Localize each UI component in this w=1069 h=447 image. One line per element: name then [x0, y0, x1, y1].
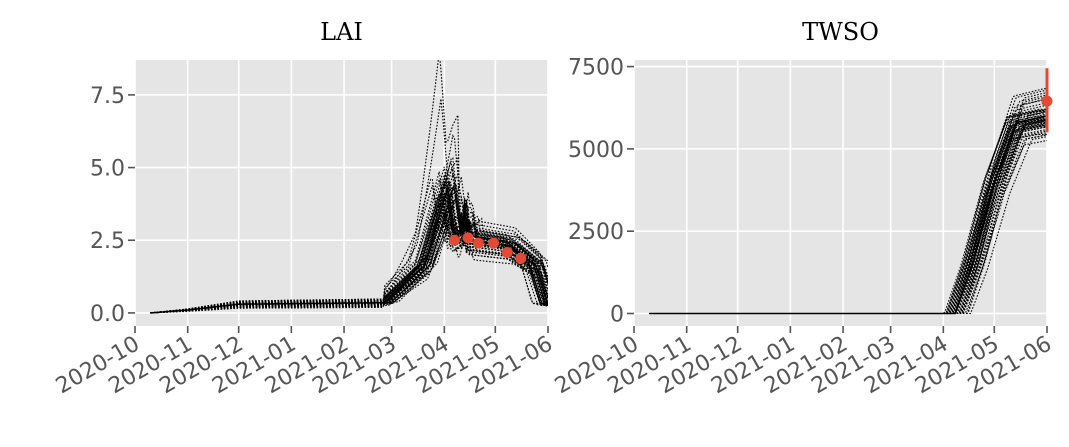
lai-observation-point [449, 234, 461, 246]
lai-plot-background [135, 60, 548, 326]
lai-y-axis: 0.0 2.5 5.0 7.5 [90, 84, 135, 327]
twso-x-axis: 2020-102020-112020-122021-012021-022021-… [551, 326, 1056, 399]
lai-observation-point [501, 246, 513, 258]
lai-ensemble-member [150, 192, 548, 314]
twso-observations [1041, 68, 1053, 133]
lai-observation-point [462, 232, 474, 244]
twso-y-tick-label: 7500 [568, 56, 624, 81]
twso-ensemble-median [649, 115, 1047, 315]
lai-y-tick-label: 5.0 [90, 157, 125, 182]
twso-observation-point [1041, 95, 1053, 107]
lai-observations [449, 232, 527, 264]
lai-title: LAI [320, 18, 363, 46]
twso-plot-background [634, 60, 1047, 326]
twso-title: TWSO [802, 18, 879, 46]
lai-ensemble-member [150, 213, 548, 314]
lai-observation-point [472, 237, 484, 249]
twso-y-axis: 0 2500 5000 7500 [568, 56, 634, 327]
lai-ensemble-member [150, 172, 548, 314]
lai-y-tick-label: 7.5 [90, 84, 125, 109]
lai-x-axis: 2020-102020-112020-122021-012021-022021-… [52, 326, 557, 399]
lai-ensemble-member [150, 166, 548, 314]
chart-twso: 2020-102020-112020-122021-012021-022021-… [551, 18, 1056, 399]
lai-observation-point [488, 237, 500, 249]
chart-lai: 2020-102020-112020-122021-012021-022021-… [52, 18, 557, 399]
lai-ensemble-member [150, 200, 548, 314]
lai-ensemble-member [150, 174, 548, 314]
twso-ensemble [649, 88, 1047, 315]
twso-y-tick-label: 5000 [568, 138, 624, 163]
twso-y-tick-label: 2500 [568, 220, 624, 245]
lai-grid [134, 60, 549, 326]
twso-y-tick-label: 0 [610, 302, 624, 327]
lai-observation-point [515, 252, 527, 264]
lai-y-tick-label: 0.0 [90, 302, 125, 327]
lai-y-tick-label: 2.5 [90, 229, 125, 254]
